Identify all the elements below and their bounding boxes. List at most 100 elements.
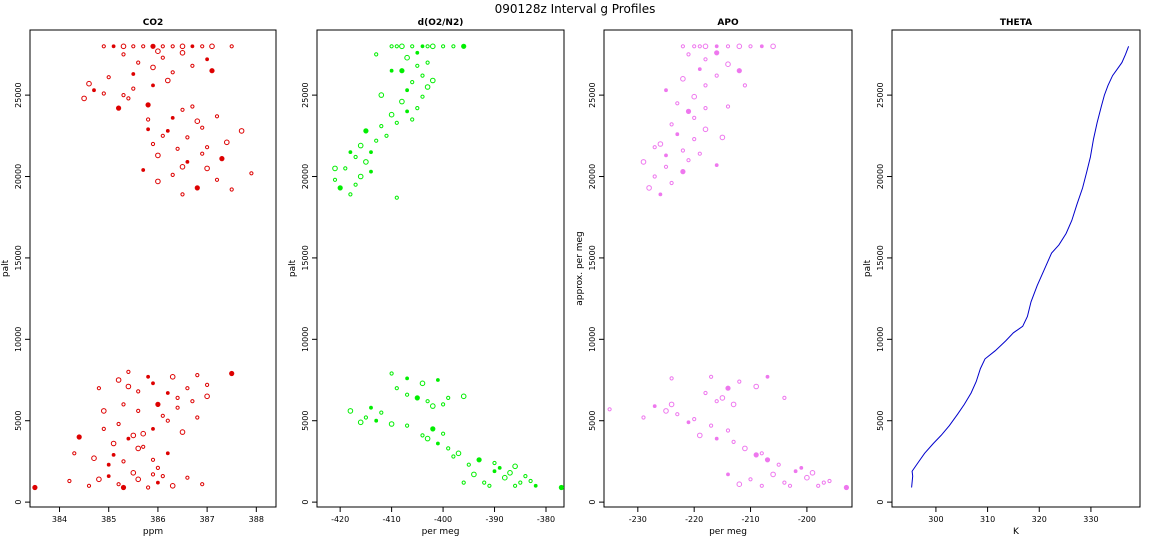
data-point — [669, 122, 674, 127]
data-point — [441, 431, 446, 436]
data-point — [357, 419, 364, 426]
data-point — [441, 402, 446, 407]
data-point — [759, 483, 764, 488]
data-point — [170, 116, 175, 120]
data-point — [714, 44, 719, 49]
data-point — [487, 483, 492, 488]
data-point — [384, 133, 389, 138]
data-point — [414, 395, 420, 401]
data-point — [405, 392, 410, 397]
data-point — [131, 44, 136, 49]
data-point — [160, 474, 165, 479]
y-tick-label: 5000 — [301, 411, 310, 431]
panel-theta: THETA 300 310 320 330 0 5000 10000 15000 20000 250… — [863, 18, 1141, 537]
data-point — [702, 43, 709, 50]
data-point — [492, 469, 497, 474]
data-point — [663, 164, 669, 169]
data-point — [748, 477, 753, 482]
data-point — [446, 395, 451, 400]
data-point — [430, 403, 436, 409]
data-point — [759, 44, 764, 49]
data-point — [135, 476, 141, 483]
data-layer — [332, 43, 564, 491]
data-point — [363, 159, 369, 165]
data-point — [126, 436, 131, 441]
data-point — [150, 141, 156, 147]
data-point — [72, 451, 77, 456]
data-point — [765, 374, 770, 379]
data-point — [466, 462, 471, 467]
data-point — [451, 44, 456, 49]
y-tick-label: 0 — [876, 500, 885, 505]
data-point — [106, 462, 111, 467]
data-point — [461, 43, 467, 49]
data-point — [685, 108, 692, 114]
data-point — [155, 48, 161, 55]
data-point — [353, 182, 358, 187]
x-axis-label: per meg — [422, 527, 460, 537]
data-point — [782, 480, 787, 485]
x-tick-label: -390 — [485, 515, 503, 524]
data-point — [155, 401, 161, 408]
data-point — [558, 484, 564, 491]
data-point — [731, 439, 736, 444]
x-tick-label: -220 — [685, 515, 703, 524]
data-point — [126, 369, 131, 374]
data-point — [357, 173, 364, 180]
data-point — [424, 435, 431, 442]
data-point — [348, 192, 353, 197]
data-point — [214, 114, 220, 119]
data-point — [343, 166, 348, 171]
data-point — [101, 91, 106, 96]
data-point — [185, 386, 190, 391]
data-point — [130, 470, 137, 476]
data-point — [179, 429, 186, 435]
data-point — [190, 63, 195, 68]
data-point — [394, 44, 399, 49]
data-point — [394, 120, 399, 125]
data-point — [669, 180, 674, 186]
data-point — [714, 163, 719, 168]
panel-co2: CO2 384 385 386 387 388 0 5000 10000 15000 20000 25… — [1, 18, 277, 537]
data-point — [523, 474, 528, 479]
data-point — [492, 460, 497, 466]
data-point — [106, 474, 111, 479]
data-point — [96, 476, 102, 483]
data-point — [111, 452, 116, 457]
data-point — [106, 75, 111, 80]
data-point — [725, 104, 731, 109]
data-point — [179, 43, 186, 50]
data-point — [518, 480, 523, 485]
data-point — [415, 106, 420, 111]
data-point — [205, 145, 210, 150]
data-point — [680, 169, 686, 175]
data-point — [748, 44, 753, 49]
data-point — [136, 60, 141, 65]
x-tick-label: 387 — [199, 515, 214, 524]
data-point — [229, 370, 235, 377]
data-point — [410, 80, 415, 85]
data-point — [101, 44, 106, 49]
data-point — [652, 404, 657, 409]
data-point — [131, 72, 136, 76]
data-point — [675, 132, 680, 137]
y-tick-label: 25000 — [588, 82, 597, 107]
data-point — [224, 139, 230, 146]
data-point — [663, 408, 669, 414]
data-point — [799, 465, 804, 470]
data-point — [714, 399, 719, 404]
data-point — [702, 126, 709, 133]
data-point — [405, 423, 410, 428]
data-point — [200, 125, 205, 130]
data-layer — [911, 46, 1130, 488]
data-point — [130, 432, 137, 439]
data-point — [435, 441, 440, 446]
data-point — [692, 44, 697, 49]
data-point — [170, 172, 175, 177]
data-point — [686, 52, 691, 57]
data-point — [353, 154, 358, 160]
data-point — [394, 386, 399, 391]
data-point — [528, 478, 533, 484]
y-tick-label: 0 — [301, 500, 310, 505]
data-point — [357, 142, 364, 149]
